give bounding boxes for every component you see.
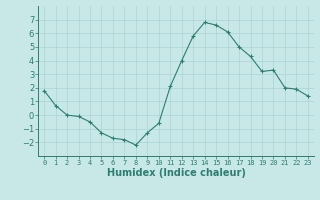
X-axis label: Humidex (Indice chaleur): Humidex (Indice chaleur) (107, 168, 245, 178)
